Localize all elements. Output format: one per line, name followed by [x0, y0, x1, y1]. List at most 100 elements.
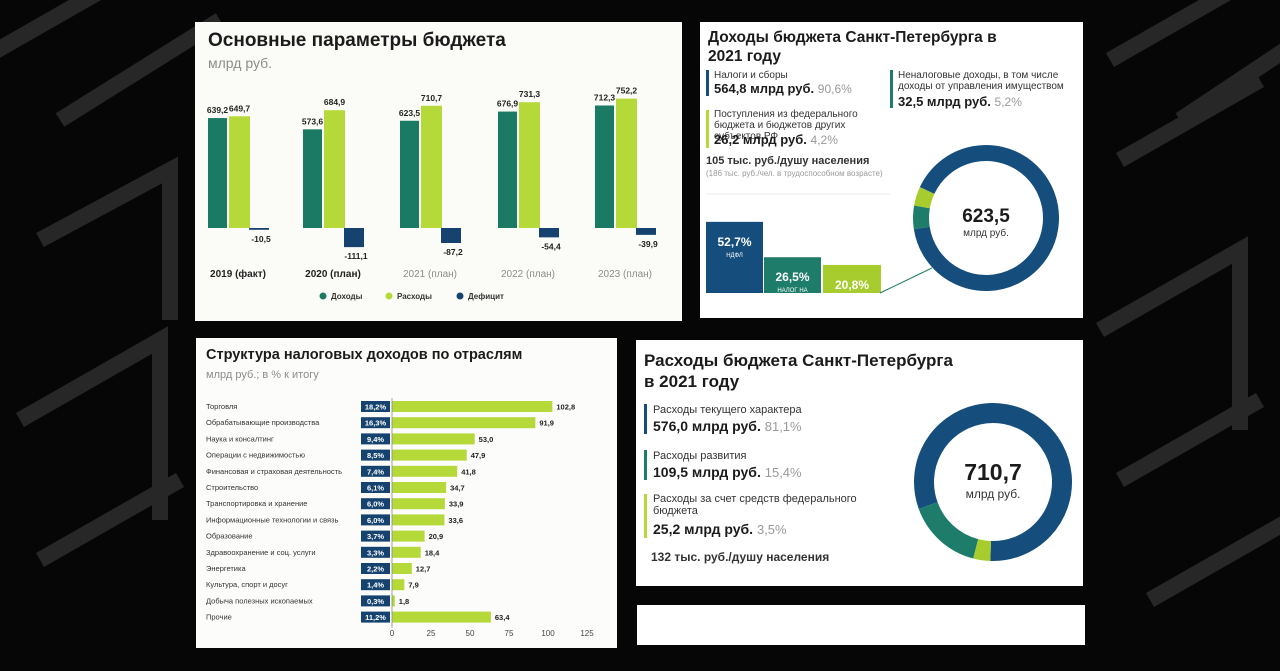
- bar: [392, 433, 475, 445]
- percent-label: 3,7%: [367, 532, 384, 541]
- bar-value-label: -87,2: [443, 247, 463, 257]
- bar: [392, 498, 445, 510]
- bar: [392, 530, 425, 542]
- tax-structure-chart: Торговля 18,2% 102,8 Обрабатывающие произво…: [206, 398, 594, 638]
- bar-value-label: 53,0: [479, 435, 494, 444]
- bar: [392, 401, 553, 412]
- category-label: Финансовая и страховая деятельность: [206, 467, 342, 476]
- bar-value-label: 676,9: [497, 99, 519, 109]
- bar: [392, 563, 412, 574]
- bar-value-label: 63,4: [495, 613, 510, 622]
- revenue-panel: Доходы бюджета Санкт-Петербурга в 2021 г…: [700, 22, 1083, 318]
- category-label: Культура, спорт и досуг: [206, 580, 288, 589]
- category-label: Обрабатывающие производства: [206, 418, 320, 427]
- x-tick-label: 75: [505, 629, 514, 638]
- bar: [392, 546, 421, 558]
- revenue-per-capita: 105 тыс. руб./душу населения: [706, 155, 870, 167]
- legend-swatch: [319, 292, 327, 300]
- expenses-item-label: Расходы за счет средств федерального бюд…: [653, 493, 857, 517]
- expenses-donut: 710,7 млрд руб.: [914, 403, 1072, 561]
- x-tick-label: 2023 (план): [598, 269, 652, 280]
- percent-badge: [361, 579, 390, 591]
- bar-income: [595, 105, 614, 228]
- percent-badge: [361, 401, 390, 412]
- connector-line: [879, 267, 933, 294]
- budget-params-chart: 639,2 573,6 623,5 676,9 712,3 649,7 684,9 710,7…: [207, 86, 658, 301]
- expenses-item-value: 109,5 млрд руб. 15,4%: [653, 464, 802, 480]
- bar-value-label: 12,7: [416, 565, 431, 574]
- category-label: Здравоохранение и соц. услуги: [206, 548, 316, 557]
- percent-badge: [361, 465, 390, 477]
- bar-value-label: -111,1: [344, 251, 367, 261]
- legend-label: Доходы: [331, 292, 363, 301]
- legend-label: Расходы: [397, 292, 432, 301]
- bar-value-label: 20,9: [429, 532, 444, 541]
- percent-badge: [361, 563, 390, 574]
- bar-value-label: 47,9: [471, 451, 486, 460]
- tax-bar: [764, 257, 821, 293]
- budget-params-subtitle: млрд руб.: [208, 55, 273, 71]
- x-tick-label: 125: [580, 629, 594, 638]
- revenue-item-label: Налоги и сборы: [714, 70, 788, 81]
- bar-deficit: [636, 228, 656, 235]
- revenue-donut-segment: [913, 205, 930, 230]
- bar: [392, 417, 536, 429]
- bar-income: [303, 129, 322, 228]
- category-label: Операции с недвижимостью: [206, 451, 305, 460]
- bar-deficit: [344, 228, 364, 248]
- x-tick-label: 25: [427, 629, 436, 638]
- percent-label: 7,4%: [367, 467, 384, 476]
- percent-label: 6,0%: [367, 516, 384, 525]
- budget-params-panel: Основные параметры бюджета млрд руб. 639…: [195, 22, 682, 321]
- bar-value-label: -10,5: [251, 234, 271, 244]
- revenue-item-value: 32,5 млрд руб. 5,2%: [898, 94, 1022, 109]
- revenue-item-value: 26,2 млрд руб. 4,2%: [714, 132, 838, 147]
- tax-bar: [706, 221, 763, 293]
- bar-expense: [616, 98, 637, 228]
- tax-bar-pct: 26,5%: [775, 270, 809, 284]
- tax-bar-pct: 52,7%: [717, 235, 751, 249]
- revenue-item-label: Неналоговые доходы, в том числе доходы о…: [898, 70, 1064, 92]
- percent-badge: [361, 449, 390, 461]
- bar: [392, 449, 467, 461]
- bar-value-label: 684,9: [324, 97, 346, 107]
- revenue-total: 623,5: [962, 206, 1010, 227]
- revenue-item-value: 564,8 млрд руб. 90,6%: [714, 81, 852, 96]
- percent-label: 1,4%: [367, 581, 384, 590]
- expenses-donut-segment: [918, 501, 979, 559]
- expenses-item-marker: [644, 450, 647, 480]
- bar-value-label: 639,2: [207, 105, 229, 115]
- bar-value-label: 33,6: [448, 516, 463, 525]
- percent-label: 18,2%: [365, 403, 387, 412]
- tax-structure-title: Структура налоговых доходов по отраслям: [206, 347, 523, 363]
- percent-label: 8,5%: [367, 451, 384, 460]
- bar: [392, 611, 491, 623]
- x-tick-label: 0: [390, 629, 395, 638]
- expenses-total: 710,7: [964, 459, 1022, 485]
- bar: [392, 595, 395, 607]
- bar-expense: [519, 102, 540, 228]
- bar-value-label: 18,4: [425, 548, 440, 557]
- bar-deficit: [539, 228, 559, 238]
- bar-value-label: 623,5: [399, 108, 421, 118]
- bar-value-label: 731,3: [519, 89, 541, 99]
- expenses-item-marker: [644, 494, 647, 538]
- category-label: Наука и консалтинг: [206, 434, 274, 443]
- legend-swatch: [456, 292, 464, 300]
- bar: [392, 579, 405, 591]
- revenue-item-label: Поступления из федерального бюджета и бю…: [714, 109, 858, 142]
- bar-value-label: 41,8: [461, 467, 476, 476]
- bar-value-label: 33,9: [449, 500, 464, 509]
- bar-income: [208, 118, 227, 228]
- bar-income: [498, 111, 517, 228]
- bar: [392, 465, 458, 477]
- category-label: Торговля: [206, 402, 237, 411]
- category-label: Информационные технологии и связь: [206, 515, 338, 524]
- bar-value-label: 34,7: [450, 484, 465, 493]
- percent-label: 2,2%: [367, 565, 384, 574]
- revenue-per-capita-note: (186 тыс. руб./чел. в трудоспособном воз…: [706, 169, 883, 178]
- bar-value-label: 91,9: [539, 419, 554, 428]
- revenue-donut-segment: [914, 187, 935, 209]
- revenue-donut-segment: [913, 145, 1059, 291]
